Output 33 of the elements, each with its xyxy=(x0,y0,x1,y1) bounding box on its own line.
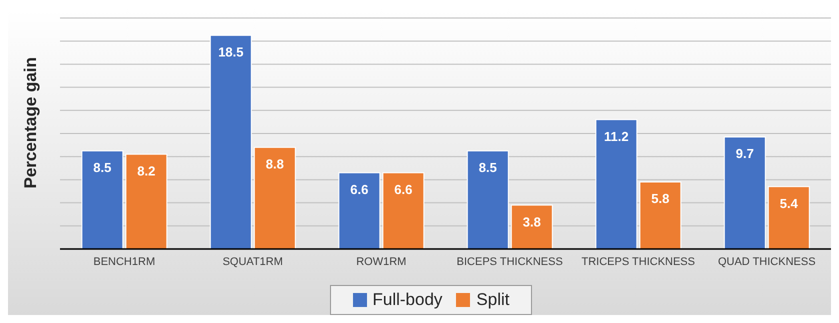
bar xyxy=(382,172,424,249)
data-label: 6.6 xyxy=(394,182,412,197)
x-tick-label: TRICEPS THICKNESS xyxy=(582,256,695,268)
x-tick-label: SQUAT1RM xyxy=(222,256,283,268)
bar xyxy=(254,146,296,249)
data-label: 3.8 xyxy=(522,214,541,230)
text: Full-body xyxy=(372,290,442,310)
data-label: 5.8 xyxy=(651,191,670,206)
data-label: 8.5 xyxy=(93,160,112,176)
bar xyxy=(81,150,124,249)
bar xyxy=(338,172,380,249)
data-label: 8.8 xyxy=(266,156,284,172)
data-label: 9.7 xyxy=(736,146,754,162)
bar xyxy=(466,150,509,249)
data-label: 18.5 xyxy=(218,44,244,60)
data-label: 8.2 xyxy=(137,164,156,179)
data-label: 8.5 xyxy=(478,160,497,176)
data-label: 6.6 xyxy=(350,182,368,197)
bar xyxy=(210,34,252,249)
legend-label: Split xyxy=(476,290,510,310)
bar xyxy=(639,182,682,249)
x-tick-label: BENCH1RM xyxy=(93,256,156,268)
bar xyxy=(125,154,168,249)
data-label: 5.4 xyxy=(780,196,799,211)
x-tick-label: BICEPS THICKNESS xyxy=(456,256,563,268)
bar xyxy=(595,119,638,249)
bar xyxy=(510,204,553,249)
bar xyxy=(724,136,766,249)
bar xyxy=(768,186,810,249)
y-axis-title: Percentage gain xyxy=(21,57,40,188)
x-tick-label: QUAD THICKNESS xyxy=(718,256,816,268)
x-tick-label: ROW1RM xyxy=(356,256,406,268)
data-label: 11.2 xyxy=(604,128,629,144)
